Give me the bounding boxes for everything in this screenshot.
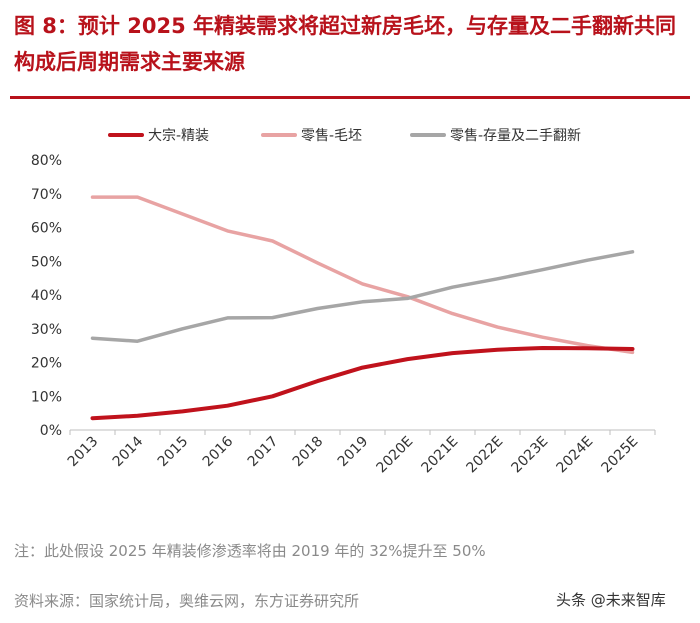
x-axis: 2013 2014 2015 2016 2017 2018 2019 2020E 2021E 20… bbox=[65, 429, 656, 477]
y-axis: 0% 10% 20% 30% 40% 50% 60% 70% 80% bbox=[31, 153, 62, 439]
series-line-3 bbox=[90, 250, 635, 343]
y-tick-label: 70% bbox=[31, 187, 62, 203]
chart-title: 图 8：预计 2025 年精装需求将超过新房毛坯，与存量及二手翻新共同构成后周期… bbox=[14, 14, 676, 74]
x-tick-label: 2024E bbox=[554, 434, 597, 477]
y-tick-label: 30% bbox=[31, 322, 62, 338]
source-note: 资料来源：国家统计局，奥维云网，东方证券研究所 bbox=[14, 592, 360, 610]
y-tick-label: 20% bbox=[31, 356, 62, 372]
x-tick-label: 2022E bbox=[464, 434, 507, 477]
y-tick-label: 10% bbox=[31, 389, 62, 405]
legend-label: 大宗-精装 bbox=[148, 128, 209, 144]
y-tick-label: 60% bbox=[31, 221, 62, 237]
x-tick-label: 2021E bbox=[419, 434, 462, 477]
x-tick-label: 2023E bbox=[509, 434, 552, 477]
series-line-2 bbox=[90, 195, 635, 355]
footnote: 注：此处假设 2025 年精装修渗透率将由 2019 年的 32%提升至 50% bbox=[14, 542, 486, 560]
x-tick-label: 2016 bbox=[200, 433, 237, 470]
y-tick-label: 40% bbox=[31, 288, 62, 304]
series-lines bbox=[90, 195, 635, 421]
y-tick-label: 80% bbox=[31, 153, 62, 169]
legend: 大宗-精装 零售-毛坯 零售-存量及二手翻新 bbox=[108, 128, 581, 144]
series-line-1 bbox=[90, 346, 635, 421]
watermark: 头条 @未来智库 bbox=[556, 591, 666, 609]
x-tick-label: 2015 bbox=[155, 434, 192, 471]
x-tick-label: 2017 bbox=[245, 434, 282, 471]
x-tick-label: 2013 bbox=[65, 434, 102, 471]
y-tick-label: 0% bbox=[40, 423, 62, 439]
x-tick-label: 2018 bbox=[290, 434, 327, 471]
line-chart: 大宗-精装 零售-毛坯 零售-存量及二手翻新 0% 10% 20% 30% 40% 50% 60… bbox=[31, 128, 656, 477]
legend-label: 零售-存量及二手翻新 bbox=[450, 128, 581, 144]
x-tick-label: 2019 bbox=[335, 434, 372, 471]
y-tick-label: 50% bbox=[31, 254, 62, 270]
legend-label: 零售-毛坯 bbox=[301, 128, 362, 144]
x-tick-label: 2025E bbox=[599, 434, 642, 477]
x-tick-label: 2014 bbox=[110, 433, 147, 470]
x-tick-label: 2020E bbox=[374, 434, 417, 477]
title-divider bbox=[10, 96, 690, 99]
